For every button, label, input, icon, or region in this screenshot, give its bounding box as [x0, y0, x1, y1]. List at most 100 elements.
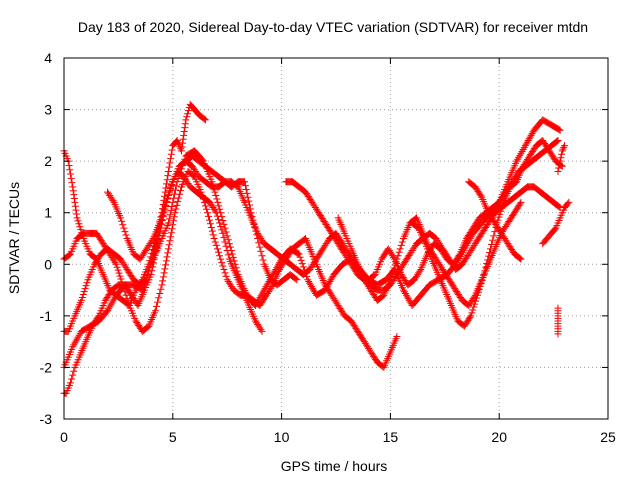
data-point: [157, 216, 165, 224]
data-point: [156, 290, 164, 298]
data-point: [171, 209, 179, 217]
data-point: [112, 260, 120, 268]
y-tick-label: 1: [44, 205, 52, 221]
data-point: [166, 211, 174, 219]
data-point: [116, 272, 124, 280]
data-point: [214, 248, 222, 256]
data-point: [469, 306, 477, 314]
data-point: [396, 245, 404, 253]
data-point: [398, 238, 406, 246]
data-point: [177, 187, 185, 195]
data-point: [160, 269, 168, 277]
data-point: [163, 253, 171, 261]
data-point: [78, 293, 86, 301]
y-tick-label: 0: [44, 256, 52, 272]
data-point: [516, 254, 524, 262]
data-point: [397, 241, 405, 249]
data-point: [211, 238, 219, 246]
data-point: [486, 248, 494, 256]
data-point: [214, 216, 222, 224]
series-trace-5: [60, 116, 564, 371]
data-point: [222, 272, 230, 280]
data-point: [159, 273, 167, 281]
data-point: [198, 156, 206, 164]
data-point: [182, 116, 190, 124]
data-point: [76, 223, 84, 231]
data-point: [169, 198, 177, 206]
data-point: [230, 257, 238, 265]
data-point: [517, 255, 525, 263]
data-point: [115, 269, 123, 277]
data-point: [210, 235, 218, 242]
data-point: [162, 257, 170, 265]
data-point: [69, 187, 77, 195]
data-point: [390, 253, 398, 261]
data-point: [221, 269, 229, 277]
data-point: [481, 267, 489, 275]
data-point: [215, 202, 223, 210]
data-point: [164, 167, 172, 175]
data-point: [164, 172, 172, 180]
x-tick-label: 10: [274, 429, 290, 445]
data-point: [160, 205, 168, 213]
data-point: [556, 157, 564, 165]
data-point: [213, 245, 221, 253]
data-point: [217, 209, 225, 217]
data-point: [484, 256, 492, 264]
data-point: [169, 221, 177, 229]
data-point: [146, 264, 154, 272]
data-point: [516, 200, 524, 208]
y-axis-label: SDTVAR / TECUs: [6, 182, 22, 294]
data-point: [158, 212, 166, 220]
data-point: [166, 237, 174, 245]
data-point: [206, 220, 214, 228]
data-point: [72, 206, 80, 214]
data-point: [231, 260, 239, 268]
data-point: [164, 249, 172, 257]
data-point: [395, 248, 403, 256]
data-point: [111, 259, 119, 267]
series-trace-13: [554, 304, 562, 338]
data-point: [559, 145, 567, 153]
data-point: [148, 236, 156, 244]
data-point: [205, 216, 213, 224]
data-point: [68, 179, 76, 187]
data-point: [225, 240, 233, 248]
data-point: [217, 255, 225, 263]
data-point: [183, 113, 191, 121]
data-point: [558, 147, 566, 155]
data-point: [556, 126, 564, 134]
data-point: [166, 159, 174, 167]
data-point: [209, 231, 217, 239]
data-point: [165, 215, 173, 223]
data-point: [170, 217, 178, 225]
x-axis-label: GPS time / hours: [281, 458, 388, 474]
data-point: [229, 253, 237, 261]
data-point: [560, 143, 568, 151]
data-point: [565, 198, 573, 206]
data-point: [161, 202, 169, 210]
data-point: [221, 224, 229, 232]
data-point: [155, 294, 163, 302]
data-point: [477, 192, 485, 200]
data-point: [497, 207, 505, 215]
data-point: [554, 167, 562, 175]
data-point: [294, 249, 302, 257]
data-point: [233, 267, 241, 275]
data-point: [167, 185, 175, 193]
data-point: [167, 233, 175, 241]
data-point: [69, 371, 77, 379]
data-point: [557, 154, 565, 162]
data-point: [214, 198, 222, 206]
series-trace-12: [554, 142, 568, 175]
data-point: [223, 232, 231, 240]
data-point: [499, 201, 507, 209]
data-point: [171, 186, 179, 194]
data-point: [70, 191, 78, 199]
series-trace-11: [539, 198, 573, 248]
data-point: [555, 203, 563, 211]
data-point: [172, 205, 180, 213]
data-point: [498, 204, 506, 212]
data-point: [466, 313, 474, 321]
data-point: [113, 263, 121, 271]
